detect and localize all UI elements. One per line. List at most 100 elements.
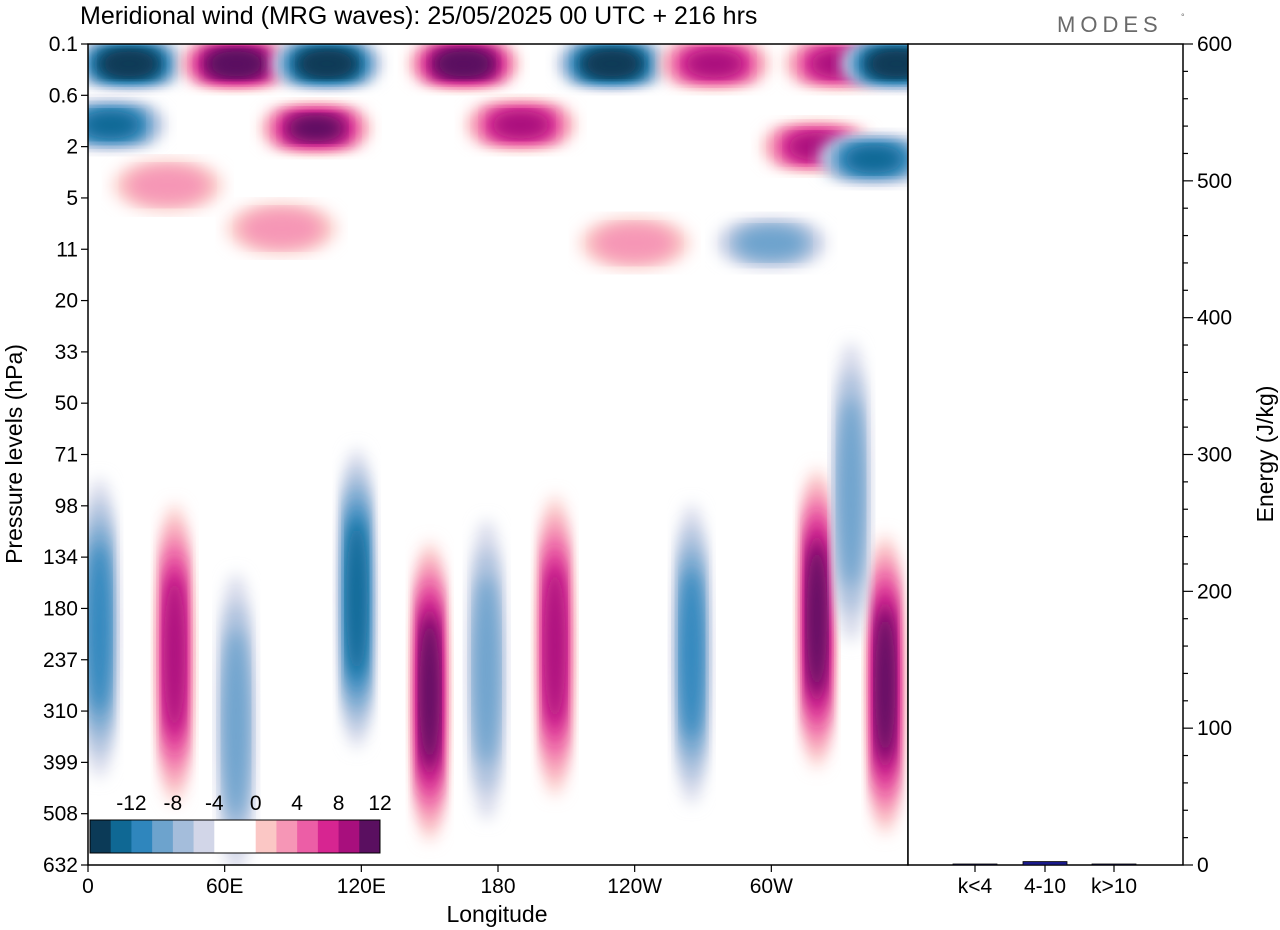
y-tick-label: 5 <box>66 187 78 210</box>
colorbar-label: 8 <box>333 792 345 815</box>
y-tick-label: 399 <box>43 751 78 774</box>
x-axis-label: Longitude <box>446 901 547 927</box>
wind-contour <box>844 145 903 173</box>
wind-contour <box>593 223 676 263</box>
colorbar-label: 0 <box>250 792 262 815</box>
energy-bar <box>1091 863 1137 866</box>
wind-anomaly-cell <box>865 534 906 835</box>
colorbar-swatch <box>297 820 319 853</box>
energy-category-label: 4-10 <box>1024 875 1066 898</box>
colorbar-label: 4 <box>291 792 303 815</box>
wind-anomaly-cell <box>465 98 576 151</box>
y-tick-label: 237 <box>43 649 78 672</box>
y-tick-label: 50 <box>55 392 78 415</box>
wind-anomaly-cell <box>466 519 507 820</box>
y-tick-label: 508 <box>43 803 78 826</box>
y-tick-label: 33 <box>55 341 78 364</box>
colorbar-swatch <box>193 820 215 853</box>
wind-anomaly-cell <box>556 44 667 90</box>
longitude-axis: 0 60E 120E 180 120W 60W <box>82 865 793 898</box>
colorbar-swatch <box>235 820 257 853</box>
wind-anomaly-cell <box>579 217 690 270</box>
wind-anomaly-cell <box>216 573 257 865</box>
wind-contour <box>164 575 186 734</box>
y-tick-label: 0.1 <box>49 33 78 56</box>
colorbar-label: -12 <box>116 792 146 815</box>
wind-contour <box>223 629 249 819</box>
wind-contour <box>240 209 323 248</box>
wind-contour <box>870 51 908 77</box>
wind-anomaly-cell <box>88 44 184 90</box>
wind-anomaly-cell <box>88 98 166 151</box>
y-axis-label: Pressure levels (hPa) <box>1 344 27 564</box>
energy-tick-label: 600 <box>1197 33 1232 56</box>
wind-anomaly-cell <box>154 504 195 805</box>
wind-anomaly-cell <box>671 504 712 805</box>
wind-contour <box>88 543 111 714</box>
wind-contour <box>685 50 744 78</box>
wind-anomaly-cell <box>831 342 872 643</box>
wind-anomaly-cell <box>88 478 120 779</box>
wind-anomaly-cell <box>112 159 223 212</box>
pressure-axis: 0.1 0.6 2 5 11 20 33 50 71 98 134 180 237 310 399 508 63… <box>43 33 88 877</box>
energy-axis: 0 100 200 300 400 500 600 <box>1183 33 1232 877</box>
y-tick-label: 20 <box>55 290 78 313</box>
energy-tick-label: 0 <box>1197 854 1209 877</box>
energy-axis-label: Energy (J/kg) <box>1252 386 1278 523</box>
wind-anomaly-cell <box>841 44 908 90</box>
wind-contour <box>209 51 263 77</box>
energy-bars: k<4 4-10 k>10 <box>952 861 1137 898</box>
y-tick-label: 71 <box>55 444 78 467</box>
energy-category-label: k<4 <box>958 875 993 898</box>
x-tick-label: 180 <box>480 875 515 898</box>
wind-contour <box>585 51 639 77</box>
colorbar-swatch <box>255 820 277 853</box>
wind-contour <box>127 166 209 205</box>
y-tick-label: 11 <box>56 238 78 261</box>
energy-tick-label: 100 <box>1197 717 1232 740</box>
y-tick-label: 2 <box>66 136 78 159</box>
y-tick-label: 134 <box>43 546 78 569</box>
wind-contour <box>680 569 703 740</box>
wind-contour <box>838 397 864 587</box>
wind-anomaly-cell <box>336 448 377 749</box>
modes-logo: MODES <box>1057 12 1163 37</box>
wind-anomaly-cell <box>226 202 337 255</box>
wind-contour <box>544 566 566 725</box>
energy-tick-label: 400 <box>1197 307 1232 330</box>
x-tick-label: 120E <box>337 875 386 898</box>
wind-anomaly-cell <box>818 133 908 186</box>
colorbar-label: -4 <box>205 792 224 815</box>
y-tick-label: 310 <box>43 700 78 723</box>
colorbar-swatch <box>110 820 132 853</box>
energy-tick-label: 200 <box>1197 580 1232 603</box>
colorbar-label: -8 <box>164 792 183 815</box>
wind-contour <box>102 51 156 77</box>
wind-contour <box>806 543 827 694</box>
x-tick-label: 120W <box>607 875 662 898</box>
wind-contour <box>437 51 491 77</box>
colorbar-frame <box>89 819 381 854</box>
colorbar-swatch <box>276 820 298 853</box>
colorbar-label: 12 <box>368 792 391 815</box>
x-tick-label: 60W <box>750 875 793 898</box>
wind-anomaly-cell <box>408 44 519 90</box>
colorbar-swatch <box>172 820 195 853</box>
wind-contour <box>300 51 354 77</box>
energy-panel-frame <box>907 43 1184 866</box>
wind-anomaly-cell <box>796 468 837 769</box>
colorbar-swatch <box>359 820 381 853</box>
wind-anomaly-cell <box>534 495 575 796</box>
wind-contour <box>346 519 368 678</box>
heatmap-field <box>88 44 908 865</box>
colorbar-swatch <box>90 820 112 853</box>
wind-contour <box>875 609 896 760</box>
x-tick-label: 60E <box>206 875 243 898</box>
modes-logo-mark: ° <box>1181 12 1185 22</box>
wind-contour <box>736 226 806 260</box>
x-tick-label: 0 <box>82 875 94 898</box>
wind-contour <box>288 115 344 142</box>
energy-tick-label: 300 <box>1197 444 1232 467</box>
wind-anomaly-cell <box>409 541 450 842</box>
energy-bar <box>1022 861 1068 866</box>
